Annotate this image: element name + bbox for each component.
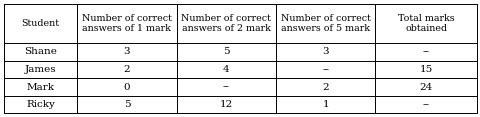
Text: 3: 3 <box>322 47 328 56</box>
Text: Student: Student <box>22 19 60 28</box>
Text: 12: 12 <box>219 100 232 109</box>
Text: 15: 15 <box>419 65 432 74</box>
Text: Total marks
obtained: Total marks obtained <box>397 14 454 33</box>
Text: 24: 24 <box>419 83 432 92</box>
Text: --: -- <box>322 65 328 74</box>
Text: Mark: Mark <box>26 83 54 92</box>
Text: --: -- <box>422 47 429 56</box>
Text: 0: 0 <box>123 83 130 92</box>
Text: 3: 3 <box>123 47 130 56</box>
Text: 2: 2 <box>322 83 328 92</box>
Text: Ricky: Ricky <box>26 100 55 109</box>
Text: --: -- <box>422 100 429 109</box>
Text: James: James <box>24 65 56 74</box>
Text: 5: 5 <box>123 100 130 109</box>
Text: 4: 4 <box>223 65 229 74</box>
Text: Number of correct
answers of 2 mark: Number of correct answers of 2 mark <box>181 14 271 33</box>
Text: 5: 5 <box>223 47 229 56</box>
Text: --: -- <box>222 83 229 92</box>
Text: 1: 1 <box>322 100 328 109</box>
Text: 2: 2 <box>123 65 130 74</box>
Text: Shane: Shane <box>24 47 57 56</box>
Text: Number of correct
answers of 1 mark: Number of correct answers of 1 mark <box>82 14 171 33</box>
Text: Number of correct
answers of 5 mark: Number of correct answers of 5 mark <box>280 14 370 33</box>
